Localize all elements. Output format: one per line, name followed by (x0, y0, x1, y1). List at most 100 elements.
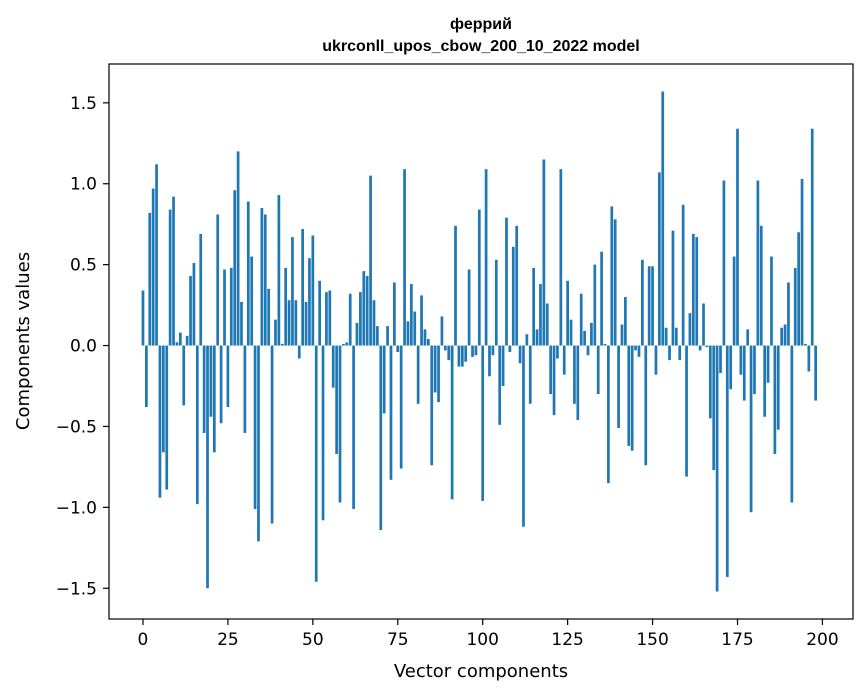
bar (284, 267, 288, 346)
bar (688, 313, 692, 346)
bar (399, 345, 403, 469)
bar (165, 345, 169, 490)
bar (641, 259, 644, 346)
bar (263, 214, 267, 346)
bar (199, 233, 203, 346)
bar (308, 258, 311, 346)
bar (535, 329, 539, 346)
bar (552, 345, 556, 416)
bar (522, 345, 525, 527)
bar (542, 159, 546, 346)
x-tick-label: 200 (806, 630, 838, 650)
bar (494, 259, 498, 346)
bar (172, 196, 175, 346)
chart-title-line1: феррий (450, 16, 512, 33)
bar (800, 178, 804, 346)
bar (294, 300, 298, 346)
bar (148, 212, 152, 346)
bar (168, 209, 172, 346)
bar (335, 345, 338, 454)
bar (528, 345, 532, 404)
bar (321, 345, 325, 521)
bar (291, 237, 294, 346)
bar (145, 345, 148, 408)
bar (505, 217, 508, 346)
bar (206, 345, 209, 589)
bar (562, 345, 566, 375)
bar (498, 345, 502, 425)
bar (318, 280, 321, 346)
bar (742, 345, 746, 401)
bar (525, 334, 529, 346)
bar (559, 169, 563, 346)
x-tick-label: 0 (138, 630, 149, 650)
x-tick-label: 100 (466, 630, 498, 650)
bar (545, 303, 549, 346)
bar (243, 345, 247, 433)
bar (216, 214, 220, 346)
bar (250, 256, 254, 346)
bar (708, 345, 712, 419)
bar (372, 300, 376, 346)
chart-title: феррий ukrconll_upos_cbow_200_10_2022 mo… (322, 16, 639, 55)
bar (450, 345, 454, 500)
bar (471, 345, 474, 357)
bar (314, 345, 318, 582)
bar (270, 345, 274, 524)
bar (776, 345, 780, 430)
bar (257, 345, 260, 542)
bar (477, 209, 481, 346)
y-tick-label: −1.5 (56, 579, 97, 599)
x-axis-ticks: 0 25 50 75 100 125 150 175 200 (138, 619, 839, 650)
bar (457, 345, 461, 367)
bar (556, 345, 559, 359)
bar (355, 322, 359, 346)
bar (331, 345, 335, 388)
plot-frame (108, 63, 854, 620)
bar (753, 345, 756, 395)
bar (376, 326, 379, 346)
bar (325, 292, 328, 346)
x-tick-label: 75 (387, 630, 409, 650)
bar (573, 345, 576, 404)
bar (430, 345, 434, 466)
bar (607, 345, 610, 484)
bar (732, 256, 736, 346)
bar (287, 300, 291, 346)
bar (647, 266, 651, 346)
x-tick-label: 150 (636, 630, 668, 650)
bar (783, 324, 787, 346)
bar (610, 206, 614, 346)
bar (229, 267, 233, 346)
bar (664, 327, 668, 346)
bar (274, 319, 277, 346)
bar (508, 345, 512, 353)
bar (297, 345, 301, 359)
y-tick-label: −1.0 (56, 498, 97, 518)
bar (280, 343, 284, 346)
bar (644, 345, 648, 466)
bar (678, 345, 682, 361)
bar (491, 345, 495, 356)
bar (253, 345, 257, 509)
bar (579, 293, 583, 346)
bar (695, 237, 699, 346)
bar (260, 208, 264, 346)
bar (386, 326, 389, 346)
bar (617, 345, 620, 429)
bar (342, 343, 345, 346)
bar (443, 345, 447, 351)
bar (382, 345, 386, 414)
bar (739, 345, 743, 375)
bar (501, 345, 505, 386)
bar (437, 345, 440, 403)
bar (532, 267, 536, 346)
bar (583, 330, 586, 346)
bar (202, 345, 206, 433)
bar (569, 319, 573, 346)
bar (219, 345, 223, 424)
bar (637, 345, 641, 357)
bar (454, 225, 457, 346)
bar (233, 190, 237, 346)
bar (814, 345, 817, 401)
